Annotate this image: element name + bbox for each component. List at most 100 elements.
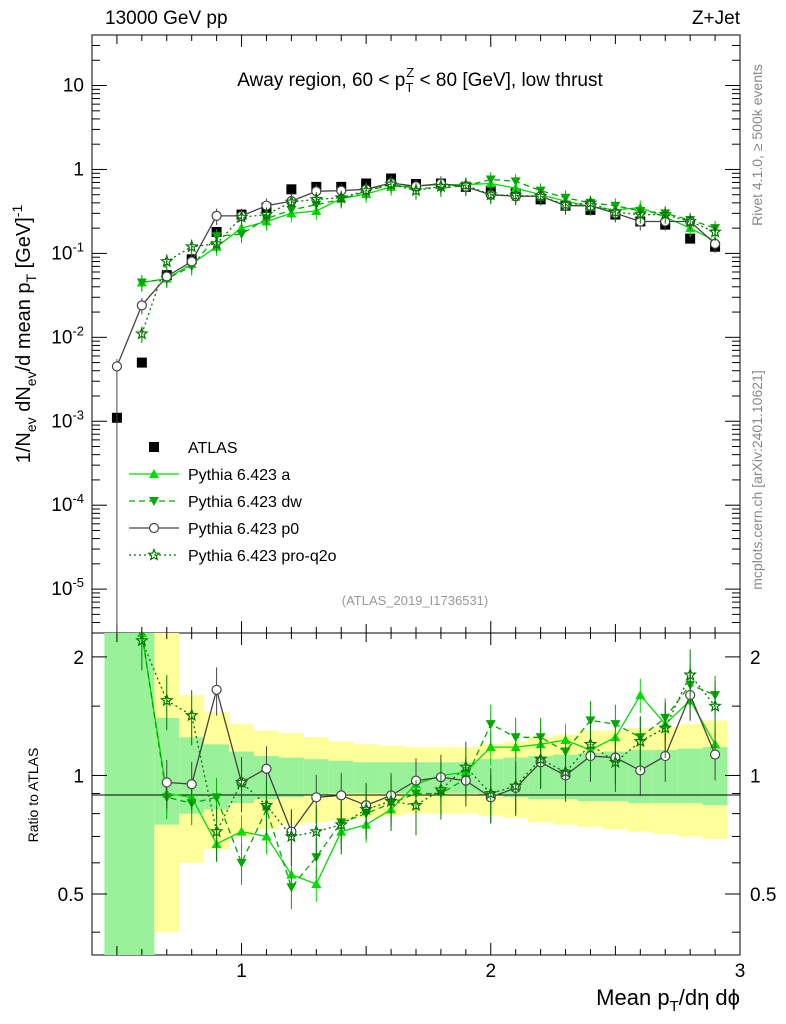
- data-point: [533, 189, 548, 203]
- analysis-tag: (ATLAS_2019_I1736531): [342, 593, 488, 608]
- ratio-point: [458, 759, 473, 773]
- ratio-point: [336, 790, 347, 801]
- x-axis-label: Mean pT/dη dϕ: [596, 985, 740, 1015]
- y-tick-label: 10-3: [51, 407, 84, 432]
- data-point: [136, 300, 147, 311]
- ratio-point: [583, 737, 598, 751]
- ratio-point: [211, 793, 222, 803]
- legend-marker: [147, 547, 161, 561]
- ratio-tick-label-right: 0.5: [750, 885, 776, 906]
- series-line-a: [141, 182, 716, 284]
- ratio-point: [359, 802, 373, 816]
- legend-marker: [149, 442, 159, 452]
- ratio-point: [409, 798, 423, 811]
- ratio-tick-label: 2: [73, 648, 84, 669]
- data-point: [284, 194, 299, 208]
- ratio-point: [683, 667, 697, 681]
- y-tick-label: 10-2: [51, 323, 84, 348]
- series-line-p0: [116, 182, 716, 367]
- data-point: [184, 239, 199, 253]
- ratio-point: [510, 733, 521, 743]
- data-point: [683, 214, 697, 228]
- ratio-tick-label: 0.5: [58, 885, 84, 906]
- data-point: [558, 197, 573, 211]
- legend-marker: [149, 469, 159, 478]
- data-point: [236, 230, 247, 240]
- ratio-point: [209, 824, 224, 838]
- ratio-point: [311, 792, 322, 803]
- y-tick-label: 10-5: [51, 575, 84, 600]
- ratio-point: [709, 749, 721, 760]
- ratio-line-dw: [141, 633, 716, 889]
- ratio-point: [284, 829, 299, 843]
- data-point: [136, 278, 147, 288]
- data-point: [459, 178, 473, 191]
- data-point: [136, 357, 147, 368]
- data-point: [434, 179, 448, 193]
- ratio-point: [533, 752, 548, 765]
- main-series: [111, 172, 722, 633]
- header-right: Z+Jet: [692, 8, 741, 29]
- ratio-tick-label-right: 1: [750, 766, 761, 787]
- ratio-point: [309, 824, 324, 838]
- data-point: [309, 192, 324, 206]
- data-point: [384, 176, 398, 190]
- ratio-point: [286, 883, 297, 893]
- ratio-point: [161, 777, 172, 788]
- plot-title: Away region, 60 < pTZ < 80 [GeV], low th…: [237, 65, 603, 95]
- series-dw: [136, 172, 721, 292]
- data-point: [209, 236, 224, 250]
- ratio-point: [485, 742, 496, 752]
- series-a: [136, 176, 721, 292]
- ratio-point: [610, 720, 621, 730]
- ratio-band-green: [278, 757, 304, 798]
- ratio-point: [261, 763, 272, 774]
- series-line-q2o: [141, 183, 716, 335]
- data-point: [485, 175, 496, 185]
- ratio-point: [434, 782, 448, 796]
- y-axis-label: 1/Nev dNev/d mean pT [GeV]-1: [9, 205, 39, 464]
- data-point: [409, 183, 423, 197]
- data-point: [234, 210, 249, 223]
- data-point: [161, 271, 172, 282]
- ratio-point: [508, 778, 523, 792]
- data-point: [135, 326, 149, 340]
- x-tick-label: 3: [735, 961, 746, 982]
- ratio-point: [635, 690, 646, 700]
- legend-label: ATLAS: [188, 440, 238, 457]
- legend: ATLAS Pythia 6.423 a Pythia 6.423 dw Pythia…: [129, 440, 337, 565]
- ratio-point: [261, 831, 272, 841]
- ratio-tick-label-right: 2: [750, 648, 761, 669]
- data-point: [259, 207, 274, 221]
- ratio-point: [159, 693, 174, 707]
- data-point: [186, 256, 197, 267]
- data-point: [510, 177, 521, 187]
- data-point: [583, 195, 598, 209]
- ratio-point: [236, 826, 247, 836]
- y-tick-label: 10-1: [51, 239, 84, 264]
- ratio-point: [483, 786, 498, 800]
- ratio-point: [236, 858, 247, 868]
- ratio-line-a: [141, 633, 716, 885]
- ratio-point: [311, 879, 322, 889]
- ratio-point: [234, 775, 249, 789]
- legend-label: Pythia 6.423 dw: [188, 494, 302, 511]
- data-point: [211, 210, 222, 221]
- data-point: [111, 361, 123, 372]
- data-point: [658, 207, 673, 221]
- x-tick-label: 1: [236, 961, 247, 982]
- y-tick-label: 10: [63, 76, 84, 97]
- main-plot-frame: [91, 34, 741, 634]
- data-point: [708, 224, 722, 238]
- ratio-point: [658, 720, 673, 734]
- legend-label: Pythia 6.423 p0: [188, 521, 299, 538]
- ratio-point: [259, 798, 274, 812]
- ratio-series-q2o: [134, 633, 722, 867]
- ratio-tick-label: 1: [73, 766, 84, 787]
- header-left: 13000 GeV pp: [105, 8, 228, 29]
- data-point: [633, 207, 648, 221]
- ratio-point: [186, 779, 197, 790]
- data-point: [286, 184, 297, 195]
- x-tick-label: 2: [485, 961, 496, 982]
